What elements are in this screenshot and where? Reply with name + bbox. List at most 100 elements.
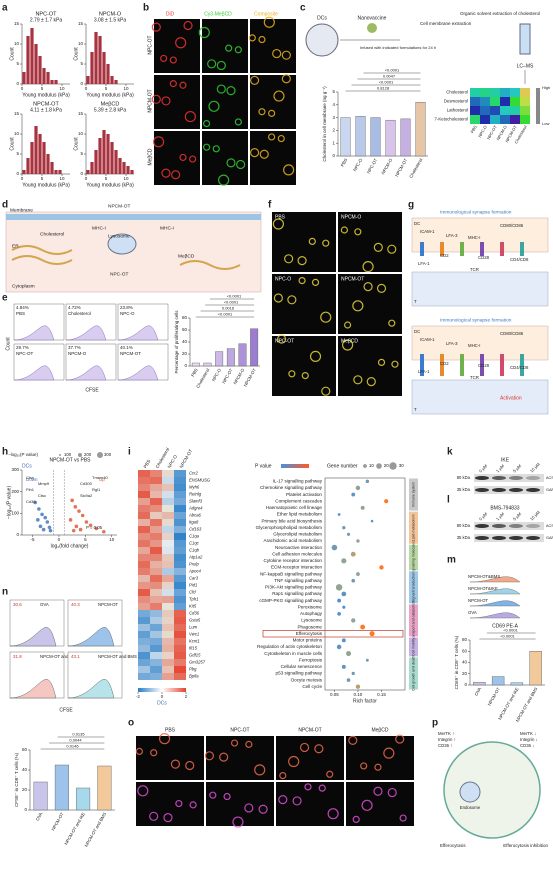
dot — [360, 624, 366, 630]
diagram-label: DC — [414, 329, 420, 334]
term-label: Autophagy — [300, 611, 323, 616]
x-tick-label: 0 — [58, 537, 61, 542]
micrograph — [250, 19, 296, 73]
heat-cell — [162, 484, 174, 491]
term-label: Lysosome — [301, 618, 322, 623]
heat-cell — [520, 97, 530, 106]
heat-cell — [162, 519, 174, 526]
term-label: Ether lipid metabolism — [277, 512, 322, 517]
heat-cell — [150, 652, 162, 659]
cell — [297, 256, 307, 266]
band — [475, 536, 489, 540]
step: Cell membrane extraction — [420, 21, 472, 26]
cell — [374, 763, 382, 771]
gene-label: Slc9a2 — [80, 493, 93, 498]
sample-name: NPCM-OT — [468, 598, 488, 603]
y-axis-label: CFSE⁺ in CD8⁺ T cells (%) — [14, 752, 19, 807]
cell — [373, 786, 383, 796]
heat-cell — [520, 106, 530, 115]
endosome — [459, 781, 481, 803]
panel-letter: d — [2, 200, 8, 211]
cell — [204, 751, 214, 761]
band — [492, 524, 506, 528]
heat-cell — [138, 526, 150, 533]
heat-cell — [150, 617, 162, 624]
diagram-label: ER — [12, 243, 19, 249]
group-label: Immune system — [411, 482, 415, 507]
cell — [342, 339, 354, 351]
micrograph — [154, 131, 200, 185]
band — [526, 476, 540, 480]
group-bar — [409, 511, 418, 544]
heat-cell — [500, 97, 510, 106]
dot — [345, 651, 352, 657]
band — [475, 488, 489, 492]
heat-cell — [150, 624, 162, 631]
marker-change: MerTK ↑ — [438, 731, 454, 736]
gene-label: Car3 — [189, 576, 199, 581]
cell — [259, 149, 269, 159]
tile-label: PBS — [275, 214, 286, 220]
heat-cell — [138, 589, 150, 596]
gene-label: Bpifa — [189, 674, 199, 679]
heat-cell — [174, 505, 186, 512]
bar — [54, 170, 58, 174]
cell — [160, 54, 168, 63]
cell — [161, 96, 171, 106]
cell — [373, 242, 383, 252]
heat-cell — [174, 526, 186, 533]
heat-cell — [174, 491, 186, 498]
cell — [281, 74, 291, 84]
heat-cell — [520, 88, 530, 97]
caption: Efferocytosis inhibition — [503, 843, 548, 848]
diagram-label: LFA-1 — [418, 261, 430, 266]
receptor — [420, 354, 424, 376]
gene-label: Vwc1 — [189, 632, 199, 637]
heat-cell — [490, 88, 500, 97]
band — [509, 536, 523, 540]
gene-label: C1qb — [189, 548, 200, 553]
dose: 0 μM — [478, 463, 489, 474]
heat-cell — [162, 512, 174, 519]
micrograph — [202, 131, 248, 185]
heat-cell — [162, 526, 174, 533]
bar — [42, 68, 46, 84]
receptor — [420, 242, 424, 256]
y-tick-label: 0 — [80, 81, 83, 86]
diagram-label: MHC-I — [468, 235, 480, 240]
dot — [379, 565, 384, 570]
flow-curve — [13, 325, 55, 341]
heat-cell — [150, 575, 162, 582]
bar — [106, 134, 110, 174]
cell — [234, 46, 242, 54]
point — [102, 529, 106, 534]
heat-cell — [500, 88, 510, 97]
legend-title: Gene number — [327, 463, 358, 469]
cell — [391, 360, 399, 368]
heat-cell — [150, 596, 162, 603]
heat-cell — [162, 540, 174, 547]
heat-cell — [150, 589, 162, 596]
size-key — [78, 453, 82, 457]
heat-cell — [162, 645, 174, 652]
term-label: Chemokine signalling pathway — [260, 485, 323, 490]
gene-label: Tmem40 — [92, 475, 109, 480]
cell — [169, 56, 177, 64]
scale-label: Low — [542, 121, 549, 126]
term-label: Cellular senescence — [281, 664, 323, 669]
heat-cell — [174, 498, 186, 505]
cell-type: DCs — [22, 463, 32, 469]
size-key — [59, 454, 61, 456]
cell — [321, 386, 331, 396]
er — [11, 245, 241, 270]
size-key-label: 200 — [84, 452, 92, 457]
heat-cell — [470, 97, 480, 106]
row-label: NPCM-OT — [147, 89, 153, 112]
column-header: MeβCD — [371, 727, 388, 733]
group-label: Transport and catabolism — [411, 600, 415, 640]
tile-label: NPC-OT — [275, 338, 294, 344]
hist-subtitle: 5.39 ± 2.8 kPa — [94, 107, 126, 113]
gate-pct: 31.8 — [13, 654, 22, 659]
heat-cell — [150, 631, 162, 638]
micrograph — [206, 782, 274, 826]
